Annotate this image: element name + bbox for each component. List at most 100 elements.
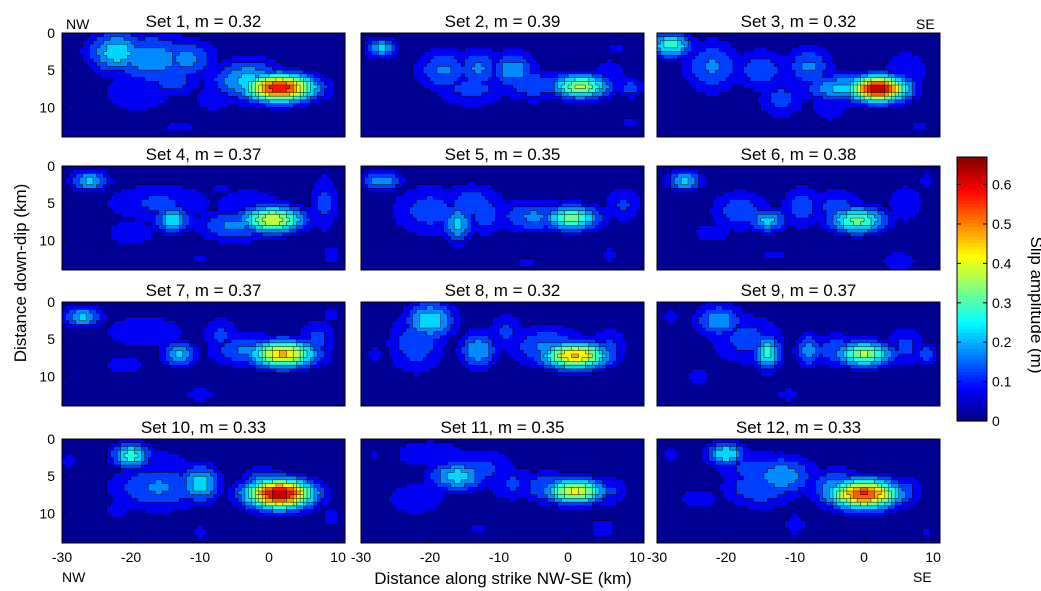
slip-cell — [912, 85, 917, 90]
slip-cell — [224, 184, 229, 189]
slip-cell — [303, 96, 308, 101]
slip-cell — [148, 77, 153, 82]
slip-cell — [732, 62, 737, 68]
slip-cell — [612, 255, 617, 260]
slip-cell — [626, 188, 631, 193]
slip-cell — [454, 199, 459, 204]
slip-cell — [409, 210, 414, 215]
slip-cell — [853, 199, 858, 204]
slip-cell — [289, 225, 294, 230]
slip-cell — [251, 225, 256, 230]
slip-cell — [902, 188, 907, 193]
slip-cell — [381, 40, 386, 45]
slip-cell — [467, 203, 473, 208]
slip-cell — [540, 218, 545, 223]
slip-cell — [430, 232, 435, 238]
slip-cell — [300, 203, 305, 208]
slip-cell — [374, 188, 379, 193]
slip-cell — [75, 184, 80, 189]
slip-cell — [853, 70, 858, 75]
slip-cell — [592, 203, 597, 208]
slip-cell — [715, 55, 720, 60]
slip-cell — [213, 225, 218, 230]
slip-cell — [120, 44, 125, 49]
slip-cell — [867, 70, 872, 75]
slip-cell — [275, 92, 281, 97]
slip-cell — [881, 85, 886, 90]
slip-cell — [812, 44, 817, 49]
slip-cell — [234, 214, 239, 219]
slip-cell — [131, 66, 136, 71]
slip-cell — [467, 210, 473, 215]
slip-cell — [151, 210, 156, 215]
slip-cell — [179, 184, 184, 189]
slip-cell — [262, 81, 267, 86]
slip-cell — [436, 218, 441, 223]
slip-cell — [767, 111, 772, 116]
slip-cell — [478, 73, 483, 79]
slip-cell — [485, 188, 490, 193]
slip-cell — [331, 258, 336, 264]
slip-cell — [206, 214, 211, 219]
slip-cell — [867, 99, 872, 105]
slip-cell — [120, 232, 125, 238]
slip-cell — [440, 96, 445, 101]
slip-cell — [474, 92, 479, 97]
slip-cell — [220, 199, 225, 204]
slip-cell — [505, 206, 510, 212]
slip-cell — [189, 88, 194, 94]
slip-cell — [519, 73, 524, 79]
slip-cell — [774, 99, 779, 105]
slip-cell — [619, 66, 624, 71]
slip-cell — [726, 62, 731, 68]
slip-cell — [915, 62, 920, 68]
slip-cell — [516, 199, 521, 204]
slip-cell — [255, 92, 260, 97]
slip-cell — [186, 210, 191, 215]
slip-cell — [182, 44, 187, 49]
slip-cell — [165, 195, 170, 201]
slip-cell — [626, 195, 631, 201]
slip-cell — [719, 203, 724, 208]
slip-cell — [405, 188, 410, 193]
slip-cell — [443, 236, 448, 241]
slip-cell — [327, 77, 332, 82]
slip-cell — [124, 85, 129, 90]
slip-cell — [478, 218, 483, 223]
slip-cell — [568, 218, 573, 223]
slip-cell — [317, 92, 322, 97]
slip-cell — [200, 44, 205, 49]
slip-cell — [165, 199, 170, 204]
slip-cell — [812, 66, 817, 71]
slip-cell — [141, 188, 146, 193]
slip-cell — [279, 96, 284, 101]
slip-cell — [179, 36, 184, 42]
slip-cell — [763, 66, 769, 71]
slip-cell — [481, 214, 486, 219]
slip-cell — [461, 85, 466, 90]
slip-cell — [113, 44, 118, 49]
slip-cell — [262, 232, 267, 238]
slip-cell — [853, 77, 858, 82]
slip-cell — [606, 214, 611, 219]
slip-cell — [895, 85, 900, 90]
slip-cell — [440, 184, 445, 189]
slip-cell — [791, 92, 796, 97]
slip-cell — [502, 88, 507, 94]
slip-cell — [895, 66, 900, 71]
slip-cell — [155, 99, 160, 105]
slip-cell — [189, 225, 194, 230]
slip-cell — [533, 62, 538, 68]
slip-cell — [127, 107, 132, 112]
slip-cell — [440, 92, 445, 97]
slip-cell — [371, 51, 376, 56]
slip-cell — [244, 92, 249, 97]
slip-cell — [495, 88, 500, 94]
slip-cell — [488, 62, 493, 68]
slip-cell — [478, 210, 483, 215]
slip-cell — [512, 210, 517, 215]
slip-cell — [495, 59, 500, 64]
slip-cell — [155, 214, 160, 219]
slip-cell — [578, 232, 583, 238]
slip-cell — [467, 192, 473, 197]
